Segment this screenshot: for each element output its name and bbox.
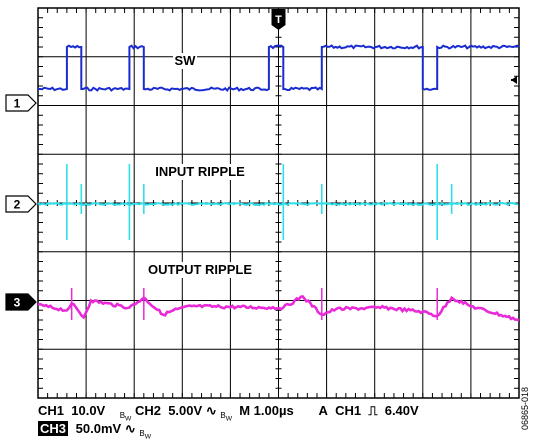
status-line-2: CH3 50.0mV ∿ BW bbox=[38, 421, 151, 441]
trace-label-bg bbox=[148, 164, 252, 180]
trace-labels: SW INPUT RIPPLE OUTPUT RIPPLE bbox=[144, 53, 256, 278]
trigger-position-marker bbox=[271, 9, 286, 30]
ch3-scale: 50.0mV bbox=[75, 421, 122, 436]
ch2-name: CH2 bbox=[134, 403, 161, 418]
trigger-level: 6.40V bbox=[384, 403, 419, 418]
channel-marker-2 bbox=[5, 195, 37, 213]
trace-ch1 bbox=[38, 44, 520, 92]
trigger-channel: CH1 bbox=[335, 403, 362, 418]
trace-label: OUTPUT RIPPLE bbox=[148, 262, 252, 277]
trace-label-bg bbox=[173, 53, 197, 69]
status-line-1: CH1 10.0V BW CH2 5.00V ∿ BW M 1.00µs A C… bbox=[38, 403, 419, 423]
trace-label-bg bbox=[144, 262, 256, 278]
channel-marker-label: 2 bbox=[14, 198, 21, 212]
channel-marker-3 bbox=[5, 293, 37, 311]
trace-ch3 bbox=[37, 294, 520, 322]
ch2-coupling-icon: ∿ bbox=[205, 403, 217, 418]
bw1-limit: BW bbox=[119, 411, 132, 423]
ch3-name: CH3 bbox=[38, 421, 69, 436]
trace-label: SW bbox=[175, 53, 197, 68]
timebase: M 1.00µs bbox=[239, 403, 294, 418]
trace-label: INPUT RIPPLE bbox=[155, 164, 245, 179]
ch2-scale: 5.00V bbox=[168, 403, 203, 418]
ch1-name: CH1 bbox=[38, 403, 65, 418]
channel-marker-1 bbox=[5, 94, 37, 112]
figure-id: 06865-018 bbox=[520, 386, 530, 430]
trigger-mode: A bbox=[318, 403, 328, 418]
channel-markers: 1 2 3 T bbox=[5, 9, 517, 311]
trigger-slope-icon: ⎍ bbox=[368, 403, 378, 418]
ch1-scale: 10.0V bbox=[71, 403, 106, 418]
ch3-coupling-icon: ∿ bbox=[124, 421, 136, 436]
bw2-limit: BW bbox=[220, 411, 232, 423]
waveform-traces bbox=[37, 44, 520, 322]
bw3-limit: BW bbox=[139, 429, 151, 441]
channel-marker-label: 3 bbox=[14, 296, 21, 310]
trigger-marker-label: T bbox=[275, 14, 282, 26]
channel-marker-label: 1 bbox=[14, 97, 21, 111]
graticule bbox=[37, 7, 520, 399]
